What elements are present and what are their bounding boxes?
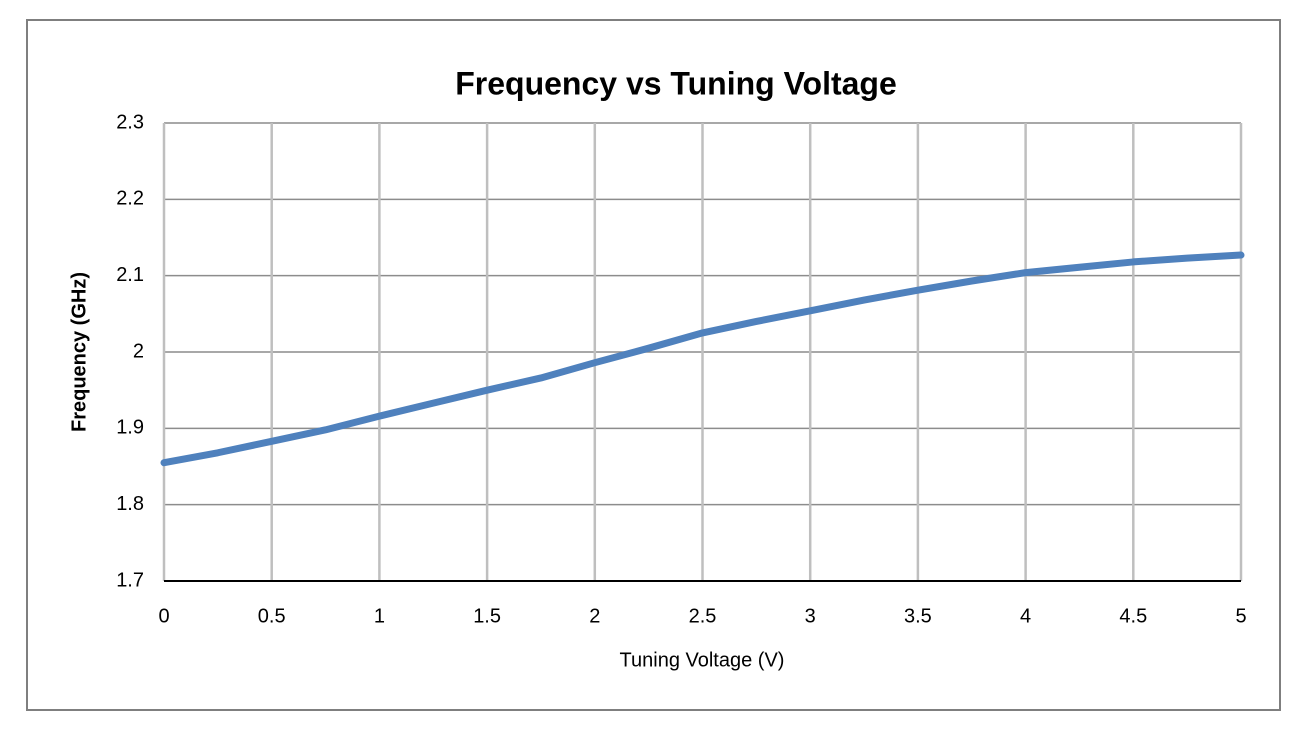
x-tick-label: 3.5: [904, 605, 932, 627]
x-tick-label: 1.5: [473, 605, 501, 627]
x-tick-label: 2.5: [689, 605, 717, 627]
y-tick-label: 2.2: [116, 188, 144, 210]
y-tick-label: 1.9: [116, 417, 144, 439]
x-axis-title: Tuning Voltage (V): [620, 649, 785, 671]
x-tick-label: 2: [589, 605, 600, 627]
y-tick-label: 2.1: [116, 264, 144, 286]
x-tick-label: 4.5: [1119, 605, 1147, 627]
x-tick-label: 0: [158, 605, 169, 627]
x-tick-label: 5: [1235, 605, 1246, 627]
y-tick-label: 2.3: [116, 111, 144, 133]
chart-title: Frequency vs Tuning Voltage: [455, 65, 897, 101]
data-line: [160, 251, 1245, 467]
x-tick-label: 4: [1020, 605, 1031, 627]
y-tick-label: 2: [133, 340, 144, 362]
x-tick-label: 3: [805, 605, 816, 627]
y-tick-label: 1.8: [116, 493, 144, 515]
y-axis-title: Frequency (GHz): [68, 272, 90, 432]
chart-frame: [26, 19, 1281, 711]
y-tick-label: 1.7: [116, 569, 144, 591]
x-tick-label: 0.5: [258, 605, 286, 627]
x-tick-label: 1: [374, 605, 385, 627]
